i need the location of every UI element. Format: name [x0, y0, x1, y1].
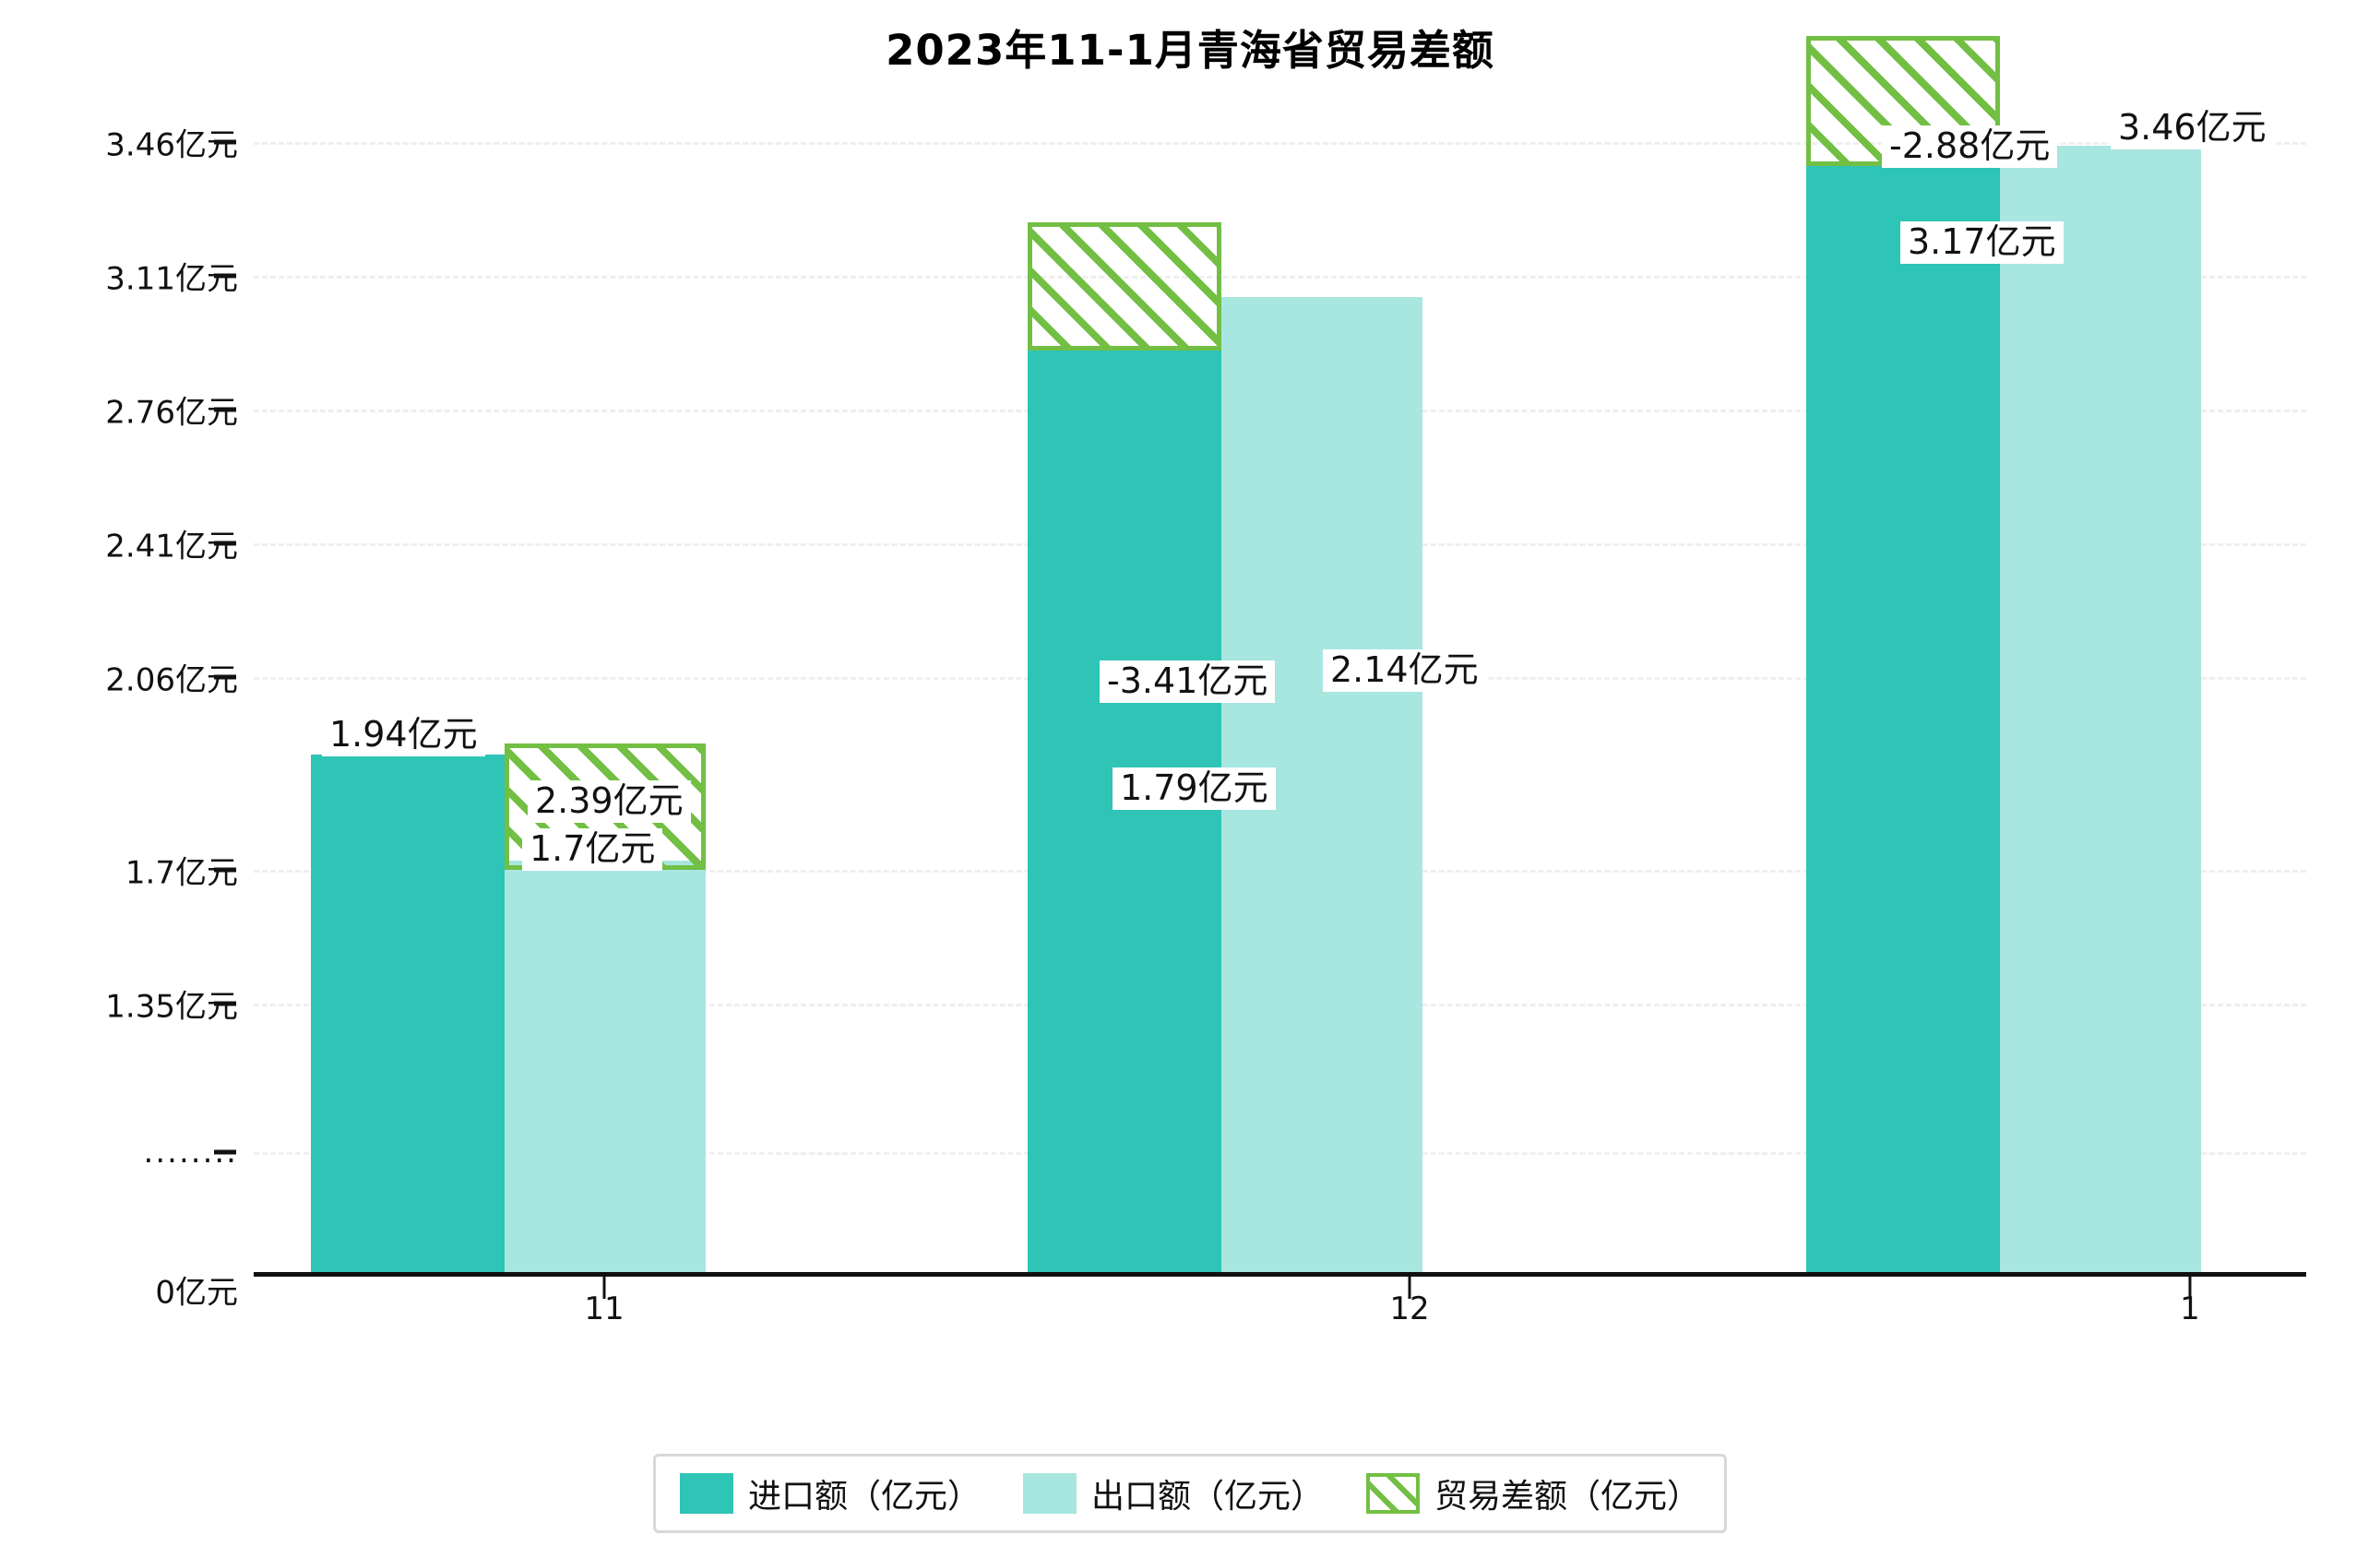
y-tick-label-0: 0亿元 [155, 1274, 238, 1312]
bar-export-11[interactable] [505, 861, 706, 1273]
x-category-label-11: 11 [584, 1290, 625, 1327]
chart-legend: 进口额（亿元） 出口额（亿元） 贸易差额（亿元） [652, 1454, 1728, 1533]
legend-item-balance[interactable]: 贸易差额（亿元） [1366, 1469, 1700, 1517]
gridline-3-46 [254, 142, 2306, 145]
value-label-export-11: 2.39亿元 [528, 780, 691, 823]
y-tick-label-3-11: 3.11亿元 [105, 260, 238, 298]
bar-import-12[interactable] [1028, 351, 1221, 1273]
x-category-label-12: 12 [1389, 1290, 1430, 1327]
gridline-3-11 [254, 276, 2306, 279]
value-label-balance-1: -2.88亿元 [1882, 125, 2058, 168]
x-axis-line [254, 1272, 2306, 1277]
bar-export-1[interactable] [2000, 146, 2201, 1273]
y-tick-label-1-35: 1.35亿元 [105, 988, 238, 1026]
balance-box-12[interactable] [1028, 222, 1221, 351]
x-tick-mark-1 [2188, 1277, 2192, 1299]
legend-label-balance: 贸易差额（亿元） [1434, 1478, 1701, 1516]
y-tick-label-2-76: 2.76亿元 [105, 394, 238, 432]
legend-label-export: 出口额（亿元） [1090, 1478, 1325, 1516]
x-category-label-1: 1 [2180, 1290, 2200, 1327]
y-tick-mark-3-46 [214, 139, 236, 145]
value-label-balance-12: -3.41亿元 [1100, 660, 1276, 703]
y-tick-label-3-46: 3.46亿元 [105, 126, 238, 164]
plot-area [254, 36, 2306, 1273]
y-axis: 3.46亿元 3.11亿元 2.76亿元 2.41亿元 2.06亿元 1.7亿元… [0, 0, 238, 1558]
value-label-export-1: 3.46亿元 [2111, 107, 2274, 149]
legend-swatch-export-icon [1022, 1473, 1077, 1514]
value-label-balance-11: 1.7亿元 [522, 828, 663, 871]
legend-swatch-balance-icon [1366, 1473, 1421, 1514]
y-tick-mark-2-06 [214, 674, 236, 680]
x-tick-mark-11 [602, 1277, 606, 1299]
bar-import-11[interactable] [311, 755, 505, 1273]
y-tick-mark-break [214, 1149, 236, 1155]
legend-item-export[interactable]: 出口额（亿元） [1022, 1469, 1325, 1517]
y-tick-mark-2-76 [214, 407, 236, 412]
value-label-export-12: 2.14亿元 [1323, 649, 1486, 692]
y-tick-mark-3-11 [214, 273, 236, 279]
y-tick-label-1-7: 1.7亿元 [125, 854, 238, 892]
legend-label-import: 进口额（亿元） [747, 1478, 981, 1516]
value-label-import-11: 1.94亿元 [322, 714, 485, 756]
y-tick-label-2-41: 2.41亿元 [105, 528, 238, 565]
value-label-import-12: 1.79亿元 [1113, 767, 1276, 810]
bar-import-1[interactable] [1806, 166, 2000, 1273]
value-label-import-1: 3.17亿元 [1900, 221, 2064, 264]
chart-title: 2023年11-1月青海省贸易差额 [886, 26, 1494, 75]
legend-swatch-import-icon [679, 1473, 733, 1514]
y-tick-mark-1-35 [214, 1001, 236, 1006]
x-tick-mark-12 [1408, 1277, 1411, 1299]
y-tick-mark-1-7 [214, 867, 236, 873]
legend-item-import[interactable]: 进口额（亿元） [679, 1469, 981, 1517]
y-tick-mark-2-41 [214, 541, 236, 546]
y-tick-label-2-06: 2.06亿元 [105, 661, 238, 699]
